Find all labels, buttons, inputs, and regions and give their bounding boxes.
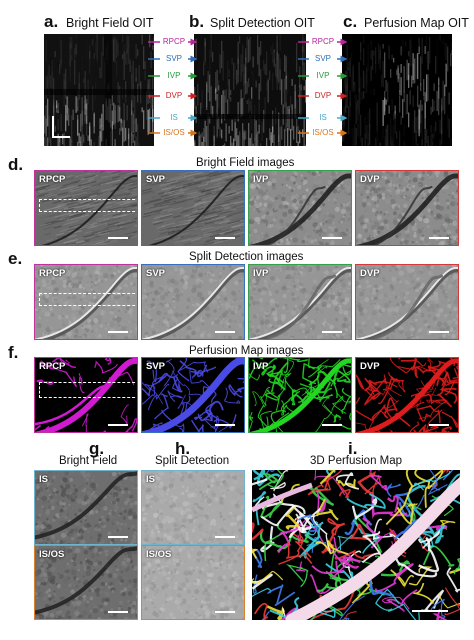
scale-bar: [108, 611, 128, 613]
split-detection-image-ivp: IVP: [248, 264, 352, 340]
split-detection-image-svp: SVP: [141, 264, 245, 340]
scale-bar: [108, 536, 128, 538]
split-detection-is-os-image: IS/OS: [141, 545, 245, 620]
depth-label-svp-right: SVP: [309, 54, 337, 63]
scale-bar: [215, 331, 235, 333]
bright-field-image-dvp: DVP: [355, 170, 459, 246]
panel-tag-ivp: IVP: [253, 268, 269, 279]
row-f-title: Perfusion Map images: [189, 345, 304, 357]
depth-label-rpcp-right: RPCP: [309, 37, 337, 46]
panel-tag-dvp: DVP: [360, 268, 380, 279]
panel-tag-svp: SVP: [146, 361, 166, 372]
scale-bar: [108, 424, 128, 426]
bright-field-image-svp: SVP: [141, 170, 245, 246]
scale-bar: [412, 610, 448, 612]
panel-tag-ivp: IVP: [253, 361, 269, 372]
panel-tag-svp: SVP: [146, 268, 166, 279]
depth-label-is-os-right: IS/OS: [309, 128, 337, 137]
scale-bar: [108, 331, 128, 333]
depth-label-is-right: IS: [309, 113, 337, 122]
panel-tag-is-os: IS/OS: [39, 549, 65, 560]
depth-label-rpcp-left: RPCP: [160, 37, 188, 46]
panel-g-title: Bright Field: [59, 455, 118, 467]
split-detection-oit-image: [194, 34, 306, 146]
depth-label-ivp-right: IVP: [309, 71, 337, 80]
3d-perfusion-map-image: [252, 470, 460, 620]
split-detection-image-dvp: DVP: [355, 264, 459, 340]
bright-field-image-rpcp: RPCP: [34, 170, 138, 246]
panel-tag-rpcp: RPCP: [39, 174, 66, 185]
panel-tag-rpcp: RPCP: [39, 361, 66, 372]
scale-bar: [322, 237, 342, 239]
panel-tag-svp: SVP: [146, 174, 166, 185]
bright-field-oit-image: [44, 34, 154, 146]
perfusion-map-image-dvp: DVP: [355, 357, 459, 433]
panel-i-title: 3D Perfusion Map: [310, 455, 403, 467]
split-detection-is-image: IS: [141, 470, 245, 545]
depth-label-dvp-right: DVP: [309, 91, 337, 100]
roi-dashed-box: [39, 382, 137, 398]
roi-dashed-box: [39, 293, 137, 306]
perfusion-map-image-ivp: IVP: [248, 357, 352, 433]
scale-bar: [322, 331, 342, 333]
panel-tag-is-os: IS/OS: [146, 549, 172, 560]
perfusion-map-image-rpcp: RPCP: [34, 357, 138, 433]
scale-bar: [215, 424, 235, 426]
depth-label-ivp-left: IVP: [160, 71, 188, 80]
panel-f-letter: f.: [8, 343, 19, 362]
scale-bar: [215, 611, 235, 613]
panel-h-title: Split Detection: [155, 455, 230, 467]
panel-tag-is: IS: [39, 474, 48, 485]
panel-tag-is: IS: [146, 474, 155, 485]
scale-bar: [429, 331, 449, 333]
scale-bar: [215, 237, 235, 239]
panel-tag-ivp: IVP: [253, 174, 269, 185]
panel-d-letter: d.: [8, 155, 24, 174]
bright-field-is-image: IS: [34, 470, 138, 545]
panel-i-letter: i.: [348, 439, 358, 458]
perfusion-map-image-svp: SVP: [141, 357, 245, 433]
panel-c-letter: c.: [343, 12, 358, 31]
row-e-title: Split Detection images: [189, 251, 304, 263]
depth-label-is-left: IS: [160, 113, 188, 122]
scale-bar: [429, 237, 449, 239]
panel-a-title: Bright Field OIT: [66, 16, 154, 30]
panel-tag-dvp: DVP: [360, 361, 380, 372]
panel-b-letter: b.: [189, 12, 205, 31]
scale-bar: [215, 536, 235, 538]
panel-h-letter: h.: [175, 439, 191, 458]
scale-bar: [108, 237, 128, 239]
depth-label-dvp-left: DVP: [160, 91, 188, 100]
bright-field-is-os-image: IS/OS: [34, 545, 138, 620]
scale-bar: [322, 424, 342, 426]
panel-c-title: Perfusion Map OIT: [364, 16, 469, 30]
panel-b-title: Split Detection OIT: [210, 16, 315, 30]
row-d-title: Bright Field images: [196, 157, 295, 169]
panel-g-letter: g.: [89, 439, 105, 458]
panel-a-letter: a.: [44, 12, 59, 31]
horizontal-scale-bar: [52, 136, 70, 138]
vertical-scale-bar: [52, 116, 54, 138]
panel-e-letter: e.: [8, 249, 23, 268]
depth-label-is-os-left: IS/OS: [160, 128, 188, 137]
panel-tag-rpcp: RPCP: [39, 268, 66, 279]
panel-tag-dvp: DVP: [360, 174, 380, 185]
roi-dashed-box: [39, 199, 137, 212]
scale-bar: [429, 424, 449, 426]
split-detection-image-rpcp: RPCP: [34, 264, 138, 340]
perfusion-map-oit-image: [342, 34, 452, 146]
bright-field-image-ivp: IVP: [248, 170, 352, 246]
depth-label-svp-left: SVP: [160, 54, 188, 63]
